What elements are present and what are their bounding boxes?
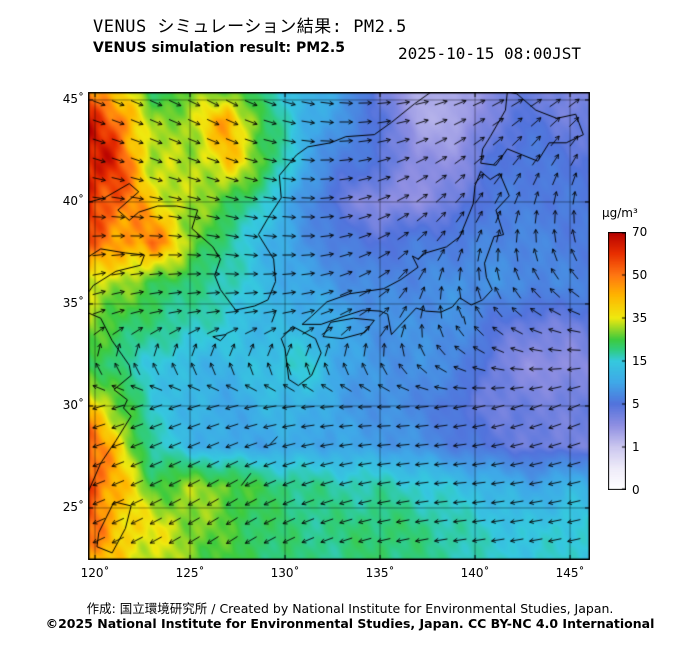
lon-tick-label: 135˚ — [365, 566, 395, 580]
colorbar-tick-label: 50 — [632, 268, 648, 282]
lon-tick-label: 120˚ — [80, 566, 110, 580]
colorbar-tick-label: 0 — [632, 483, 640, 497]
license-line: ©2025 National Institute for Environment… — [45, 616, 655, 631]
lat-tick-label: 45˚ — [62, 91, 84, 106]
colorbar — [608, 232, 626, 490]
colorbar-tick-label: 1 — [632, 440, 640, 454]
lat-tick-label: 30˚ — [62, 397, 84, 412]
lon-tick-label: 145˚ — [555, 566, 585, 580]
timestamp: 2025-10-15 08:00JST — [398, 44, 582, 63]
colorbar-unit-label: µg/m³ — [602, 206, 638, 220]
title-japanese: VENUS シミュレーション結果: PM2.5 — [93, 17, 407, 37]
colorbar-tick-label: 35 — [632, 311, 648, 325]
colorbar-tick-label: 5 — [632, 397, 640, 411]
colorbar-tick-label: 70 — [632, 225, 648, 239]
map-canvas — [88, 92, 590, 560]
lat-tick-label: 40˚ — [62, 193, 84, 208]
lat-tick-label: 35˚ — [62, 295, 84, 310]
colorbar-tick-label: 15 — [632, 354, 648, 368]
lon-tick-label: 140˚ — [460, 566, 490, 580]
credit-line: 作成: 国立環境研究所 / Created by National Instit… — [86, 601, 614, 616]
lon-tick-label: 125˚ — [175, 566, 205, 580]
title-english: VENUS simulation result: PM2.5 — [93, 40, 345, 56]
lat-tick-label: 25˚ — [62, 499, 84, 514]
lon-tick-label: 130˚ — [270, 566, 300, 580]
